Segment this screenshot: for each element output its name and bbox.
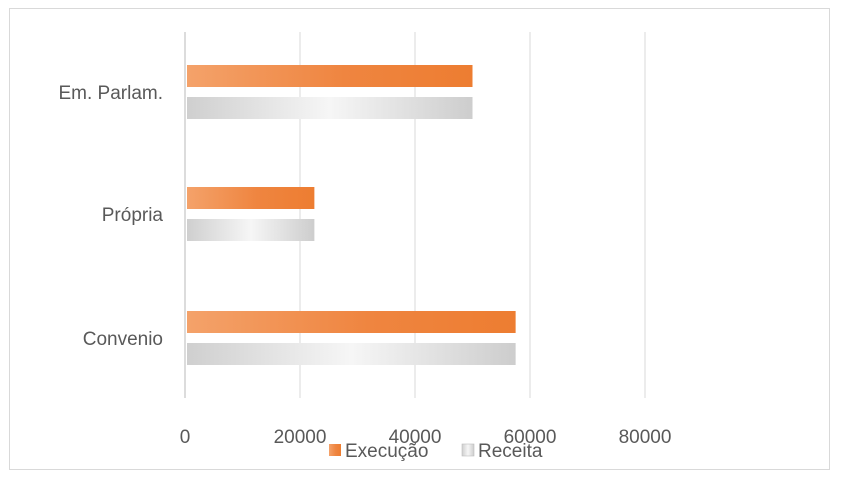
x-tick-label: 40000 [389, 427, 442, 448]
category-label: Própria [102, 205, 164, 226]
x-tick-label: 20000 [274, 427, 327, 448]
bar-receita-0 [187, 97, 473, 119]
bar-execucao-1 [187, 187, 315, 209]
gridlines [184, 32, 646, 398]
x-tick-label: 60000 [504, 427, 557, 448]
legend-swatch-receita [461, 443, 475, 457]
bar-receita-1 [187, 219, 315, 241]
legend-label-receita: Receita [478, 441, 543, 462]
x-tick-label: 0 [180, 427, 191, 448]
bar-execucao-2 [187, 311, 516, 333]
category-label: Em. Parlam. [58, 83, 163, 104]
bar-execucao-0 [187, 65, 473, 87]
category-labels: Em. Parlam. Própria Convenio [58, 83, 163, 350]
bars [187, 65, 516, 365]
x-tick-labels: 0 20000 40000 60000 80000 [180, 427, 672, 448]
legend: Execução Receita [329, 441, 543, 462]
category-label: Convenio [83, 329, 163, 350]
legend-label-execucao: Execução [345, 441, 428, 462]
legend-swatch-execucao [329, 444, 341, 456]
x-tick-label: 80000 [619, 427, 672, 448]
bar-receita-2 [187, 343, 516, 365]
